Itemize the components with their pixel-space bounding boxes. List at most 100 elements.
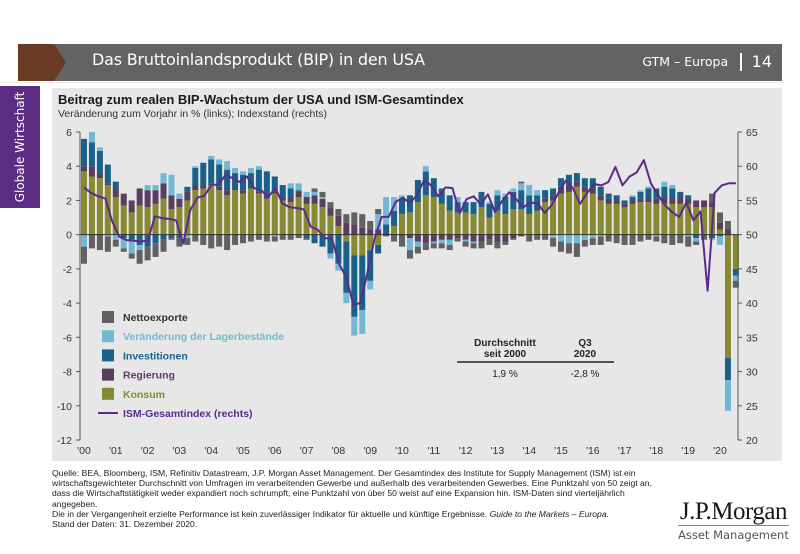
bar-nettoexporte <box>303 238 310 240</box>
bar-regierung <box>88 166 95 177</box>
bar-regierung <box>597 195 604 201</box>
bar-regierung <box>605 198 612 204</box>
bar-konsum <box>184 200 191 235</box>
bar-regierung <box>494 234 501 242</box>
bar-investitionen <box>462 202 469 213</box>
bar-regierung <box>565 185 572 192</box>
bar-konsum <box>685 203 692 235</box>
bar-nettoexporte <box>605 234 612 242</box>
bar-nettoexporte <box>621 234 628 245</box>
bar-investitionen <box>589 178 596 189</box>
bar-nettoexporte <box>168 238 175 240</box>
bar-nettoexporte <box>693 241 700 245</box>
bar-nettoexporte <box>263 234 270 242</box>
bar-konsum <box>263 198 270 235</box>
bar-investitionen <box>200 162 207 186</box>
bar-lager <box>597 234 604 237</box>
right-tick-label: 45 <box>746 264 758 276</box>
bar-regierung <box>359 227 366 235</box>
bar-investitionen <box>367 250 374 281</box>
bar-investitionen <box>446 195 453 211</box>
bar-regierung <box>343 222 350 235</box>
bar-lager <box>518 183 525 191</box>
bar-lager <box>359 309 366 334</box>
bar-regierung <box>200 185 207 189</box>
right-tick-label: 50 <box>746 230 758 242</box>
bar-konsum <box>136 205 143 235</box>
bar-nettoexporte <box>96 234 103 251</box>
bar-konsum <box>271 193 278 235</box>
bar-regierung <box>454 234 461 239</box>
chart-title: Beitrag zum realen BIP-Wachstum der USA … <box>58 92 464 107</box>
bar-investitionen <box>661 186 668 198</box>
x-tick-label: '20 <box>713 445 727 457</box>
legend-label-regierung: Regierung <box>123 370 175 382</box>
bar-nettoexporte <box>295 234 302 239</box>
chart-subtitle: Veränderung zum Vorjahr in % (links); In… <box>58 108 328 120</box>
bar-regierung <box>709 202 716 208</box>
side-tab[interactable]: Globale Wirtschaft <box>0 86 40 208</box>
bar-investitionen <box>319 234 326 247</box>
bar-nettoexporte <box>685 236 692 247</box>
bar-konsum <box>160 198 167 235</box>
bar-konsum <box>96 178 103 235</box>
bar-investitionen <box>732 268 739 276</box>
right-tick-label: 30 <box>746 367 758 379</box>
bar-investitionen <box>478 191 485 208</box>
bar-regierung <box>112 188 119 198</box>
bar-konsum <box>724 234 731 358</box>
bar-nettoexporte <box>136 250 143 264</box>
bar-konsum <box>502 214 509 235</box>
left-tick-label: -6 <box>63 332 72 344</box>
bar-lager <box>327 253 334 259</box>
header-right: GTM – Europa 14 <box>642 52 772 71</box>
bar-regierung <box>120 193 127 206</box>
bar-regierung <box>96 173 103 179</box>
bar-lager <box>550 234 557 239</box>
bar-investitionen <box>81 138 87 167</box>
bar-investitionen <box>526 195 533 215</box>
bar-nettoexporte <box>279 234 286 240</box>
bar-konsum <box>120 205 127 235</box>
bar-lager <box>724 380 731 411</box>
bar-konsum <box>406 212 413 235</box>
bar-nettoexporte <box>383 234 390 237</box>
bar-investitionen <box>224 169 231 191</box>
ism-line <box>83 159 736 306</box>
bar-regierung <box>470 234 477 242</box>
legend-swatch-konsum <box>102 387 114 400</box>
bar-nettoexporte <box>104 236 111 252</box>
bar-investitionen <box>534 195 541 209</box>
x-tick-label: '04 <box>204 445 218 457</box>
bar-lager <box>295 183 302 191</box>
bar-investitionen <box>510 191 517 209</box>
legend-label-investitionen: Investitionen <box>123 350 188 362</box>
bar-nettoexporte <box>645 234 652 240</box>
bar-lager <box>192 166 199 168</box>
bar-regierung <box>645 197 652 203</box>
bar-investitionen <box>573 173 580 182</box>
bar-konsum <box>422 195 429 235</box>
bar-investitionen <box>605 193 612 199</box>
bar-investitionen <box>96 150 103 174</box>
bar-investitionen <box>104 164 111 184</box>
bar-regierung <box>486 234 493 240</box>
bar-nettoexporte <box>565 243 572 254</box>
bar-investitionen <box>685 195 692 199</box>
bar-lager <box>653 234 660 237</box>
footer-line-with-italic: Die in der Vergangenheit erzielte Perfor… <box>52 509 672 519</box>
header-bar <box>54 44 782 81</box>
bar-konsum <box>701 207 708 235</box>
bar-lager <box>669 185 676 189</box>
bar-konsum <box>629 203 636 235</box>
bar-lager <box>430 241 437 244</box>
bar-nettoexporte <box>391 234 398 242</box>
bar-konsum <box>168 209 175 235</box>
bar-nettoexporte <box>661 234 668 244</box>
bar-konsum <box>192 190 199 235</box>
bar-nettoexporte <box>406 250 413 259</box>
bar-lager <box>375 214 382 230</box>
left-tick-label: 6 <box>66 127 72 139</box>
bar-regierung <box>168 195 175 209</box>
